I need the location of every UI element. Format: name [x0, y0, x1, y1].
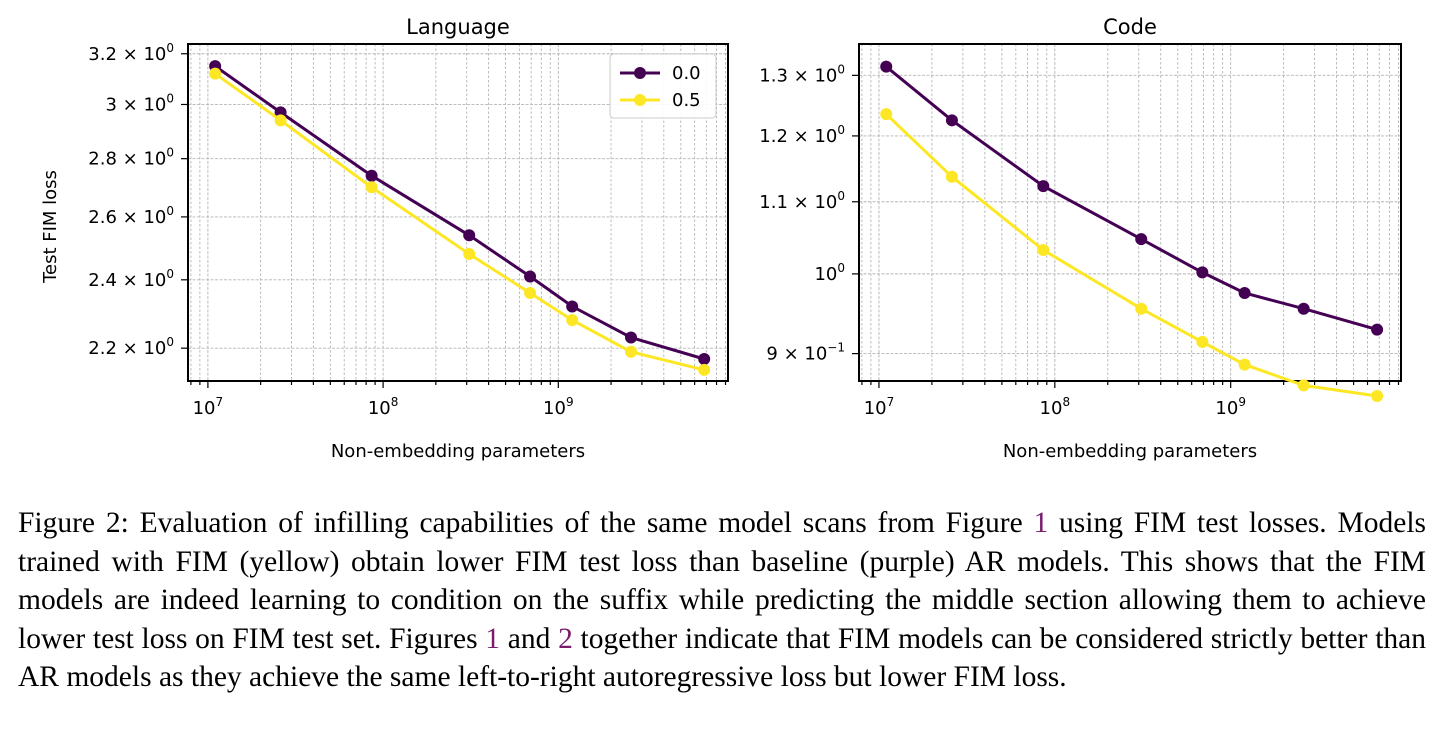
data-point	[209, 67, 222, 80]
x-tick-label: 108	[368, 395, 399, 419]
data-point	[524, 287, 537, 300]
figure-panels: 107 108 109 2.2 × 100 2.4 × 100 2.6 × 100 2.8 …	[40, 15, 1402, 462]
language-panel: 107 108 109 2.2 × 100 2.4 × 100 2.6 × 100 2.8 …	[40, 15, 729, 462]
x-tick-label: 107	[193, 395, 224, 419]
x-axis-label: Non-embedding parameters	[331, 441, 585, 462]
data-point	[274, 114, 287, 127]
x-tick-label: 109	[1215, 395, 1246, 419]
series-0.5	[880, 108, 1384, 402]
data-point	[463, 229, 476, 242]
caption-text: using FIM test losses. Models trained wi…	[18, 507, 1426, 655]
legend-label: 0.0	[672, 63, 701, 84]
x-axis-label: Non-embedding parameters	[1003, 441, 1257, 462]
legend-marker	[634, 67, 646, 79]
data-point	[1238, 358, 1251, 371]
figure-1-link[interactable]: 1	[1033, 507, 1049, 539]
y-tick-label: 1.1 × 100	[759, 189, 845, 213]
series-line	[214, 72, 705, 372]
data-point	[945, 170, 958, 183]
chart-title: Code	[1103, 15, 1157, 39]
grid	[859, 44, 1401, 381]
x-tick-label: 109	[543, 395, 574, 419]
data-point	[463, 248, 476, 261]
plot-frame	[187, 43, 729, 382]
code-panel: 107 108 109 9 × 10−1 100 1.1 × 100 1.2 × 100 1.…	[759, 15, 1402, 462]
caption-suffix: together indicate that FIM models can be…	[18, 622, 1426, 694]
chart-title: Language	[406, 15, 510, 39]
y-tick-label: 1.3 × 100	[759, 62, 845, 86]
y-axis-label: Test FIM loss	[40, 170, 61, 284]
caption-and: and	[500, 622, 559, 655]
data-point	[365, 169, 378, 182]
data-point	[566, 300, 579, 313]
data-point	[1297, 302, 1310, 315]
series-0.0	[209, 60, 711, 365]
data-point	[1371, 323, 1384, 336]
y-tick-label: 2.2 × 100	[88, 335, 174, 359]
data-point	[566, 314, 579, 327]
data-point	[698, 363, 711, 376]
y-tick-label: 100	[814, 261, 845, 285]
data-point	[625, 345, 638, 358]
data-point	[365, 181, 378, 194]
plot-frame	[858, 43, 1402, 382]
legend: 0.00.5	[609, 53, 717, 119]
y-tick-label: 3 × 100	[105, 91, 174, 115]
series-line	[214, 64, 705, 361]
y-tick-label: 1.2 × 100	[759, 123, 845, 147]
data-point	[1196, 335, 1209, 348]
y-tick-label: 2.6 × 100	[88, 204, 174, 228]
data-point	[1037, 180, 1050, 193]
x-tick-label: 108	[1040, 395, 1071, 419]
series-0.0	[880, 60, 1384, 336]
legend-label: 0.5	[672, 90, 701, 111]
data-point	[880, 60, 893, 73]
data-point	[698, 352, 711, 365]
data-point	[1297, 379, 1310, 392]
data-point	[1238, 287, 1251, 300]
data-point	[1135, 302, 1148, 315]
data-point	[1196, 266, 1209, 279]
caption-prefix: Figure 2: Evaluation of infilling capabi…	[18, 507, 1034, 539]
data-point	[1135, 233, 1148, 246]
legend-marker	[634, 94, 646, 106]
series-0.5	[209, 67, 711, 376]
grid	[188, 44, 728, 381]
data-point	[1371, 389, 1384, 402]
x-tick-label: 107	[864, 395, 895, 419]
y-tick-label: 2.4 × 100	[88, 267, 174, 291]
data-point	[625, 331, 638, 344]
figure-2-link[interactable]: 2	[558, 622, 573, 655]
series-line	[885, 113, 1378, 398]
data-point	[524, 270, 537, 283]
data-point	[945, 114, 958, 127]
data-point	[880, 108, 893, 121]
y-tick-label: 2.8 × 100	[88, 146, 174, 170]
y-tick-label: 9 × 10−1	[766, 341, 845, 365]
y-tick-label: 3.2 × 100	[88, 41, 174, 65]
data-point	[1037, 244, 1050, 257]
figure-caption: Figure 2: Evaluation of infilling capabi…	[18, 504, 1426, 697]
figure-1-link-2[interactable]: 1	[485, 622, 501, 655]
series-line	[885, 65, 1378, 332]
